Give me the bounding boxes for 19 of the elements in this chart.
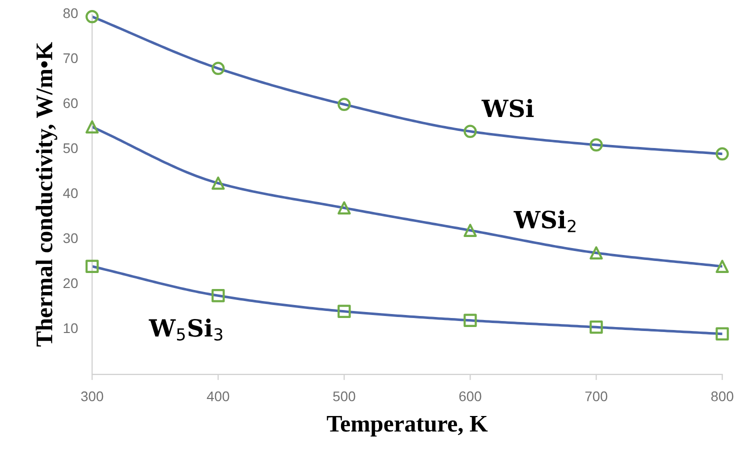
y-tick-label: 70: [64, 53, 78, 64]
series-label: WSi: [482, 99, 534, 118]
x-axis-title: Temperature, K: [326, 416, 488, 437]
y-tick-label: 80: [63, 8, 78, 18]
x-tick-label: 400: [206, 391, 230, 402]
series-label: WSi$_{2}$: [514, 210, 576, 232]
y-tick-label: 20: [63, 278, 78, 288]
x-tick-label: 300: [81, 391, 104, 402]
series-label: W$_{5}$Si$_{3}$: [148, 318, 222, 341]
x-tick-label: 700: [585, 391, 608, 402]
x-tick-label: 800: [711, 391, 734, 402]
y-tick-label: 50: [63, 143, 78, 154]
x-tick-label: 600: [459, 391, 482, 402]
y-tick-label: 40: [63, 188, 78, 198]
y-tick-label: 60: [63, 98, 78, 108]
y-tick-label: 30: [63, 233, 78, 244]
y-tick-label: 10: [64, 323, 78, 334]
y-axis-title: Thermal conductivity, W/m•K: [36, 42, 58, 347]
x-tick-label: 500: [333, 391, 356, 402]
